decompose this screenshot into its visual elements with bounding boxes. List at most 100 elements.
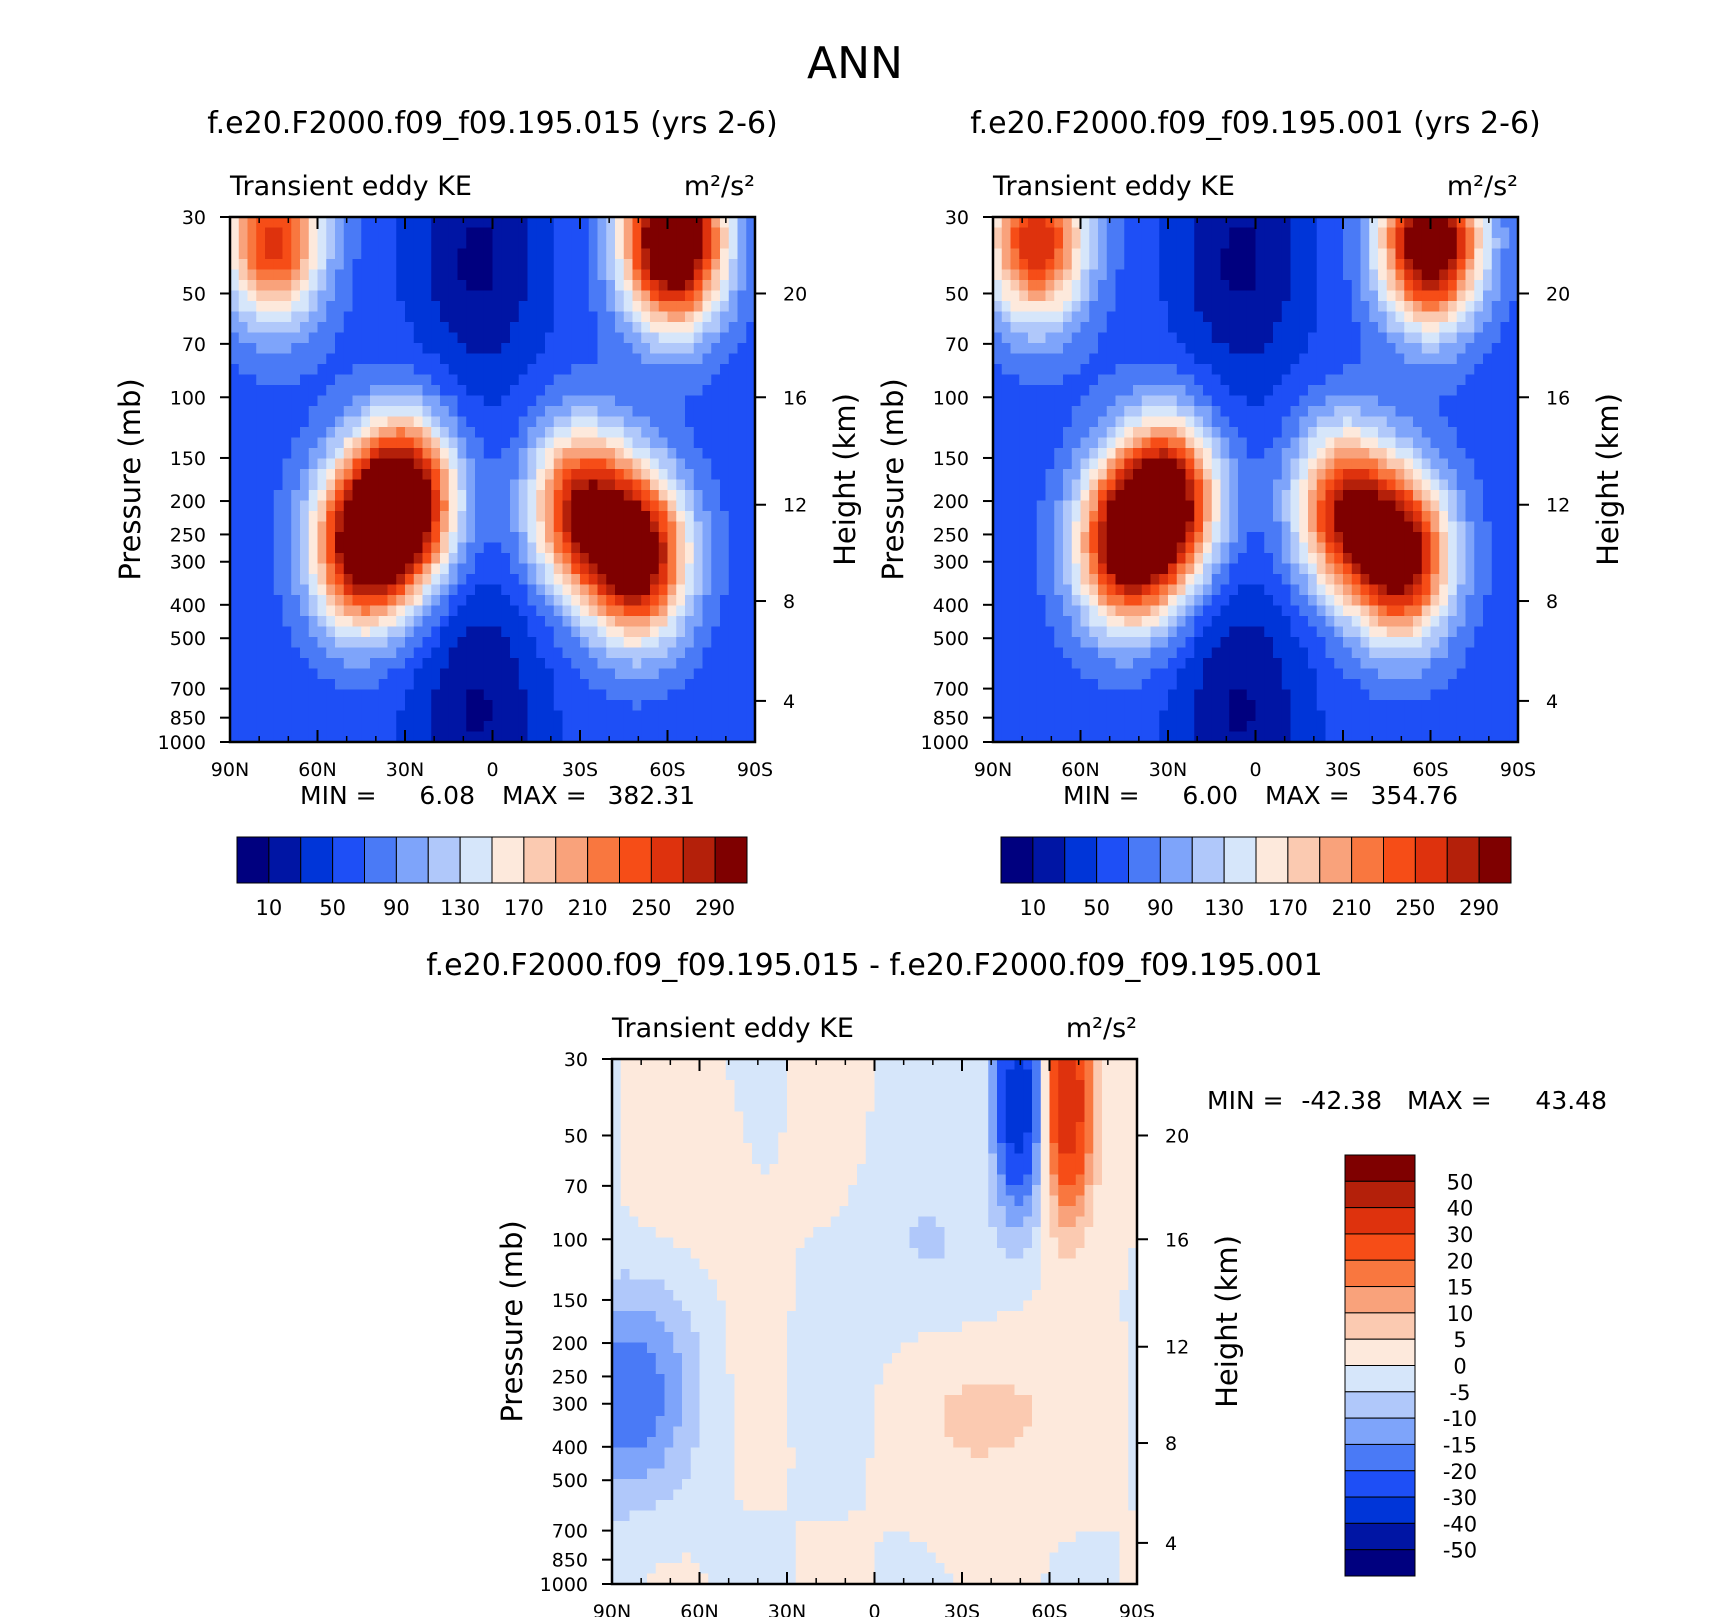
contour-cell: [1378, 269, 1388, 281]
contour-cell: [597, 710, 607, 722]
contour-cell: [545, 227, 555, 239]
contour-cell: [1150, 227, 1160, 239]
contour-cell: [448, 689, 459, 701]
contour-cell: [1238, 385, 1248, 397]
contour-cell: [650, 574, 660, 586]
contour-cell: [1080, 311, 1090, 323]
contour-cell: [527, 511, 537, 523]
contour-cell: [387, 416, 397, 428]
contour-cell: [352, 406, 362, 418]
contour-cell: [658, 290, 669, 302]
contour-cell: [1063, 490, 1073, 502]
contour-cell: [1124, 259, 1134, 271]
contour-cell: [615, 595, 625, 607]
contour-cell: [308, 595, 319, 607]
contour-cell: [1483, 511, 1493, 523]
contour-cell: [1150, 280, 1160, 292]
contour-cell: [1229, 227, 1239, 239]
contour-cell: [291, 437, 301, 449]
contour-cell: [361, 259, 371, 271]
contour-cell: [606, 227, 616, 239]
contour-cell: [667, 406, 677, 418]
contour-cell: [1185, 395, 1195, 407]
contour-cell: [597, 595, 607, 607]
contour-cell: [597, 427, 607, 439]
contour-cell: [693, 395, 704, 407]
contour-cell: [238, 374, 249, 386]
contour-cell: [405, 553, 415, 565]
contour-cell: [282, 553, 292, 565]
contour-cell: [256, 626, 266, 638]
contour-cell: [650, 332, 660, 344]
contour-cell: [1106, 521, 1117, 533]
contour-cell: [1491, 311, 1502, 323]
contour-cell: [693, 532, 704, 544]
contour-cell: [317, 584, 327, 596]
contour-cell: [308, 280, 319, 292]
contour-cell: [1360, 490, 1370, 502]
y2-tick-label: 20: [783, 283, 807, 305]
contour-cell: [1220, 490, 1230, 502]
contour-cell: [720, 710, 730, 722]
contour-cell: [650, 521, 660, 533]
contour-cell: [720, 364, 730, 376]
contour-cell: [405, 637, 415, 649]
contour-cell: [387, 679, 397, 691]
contour-cell: [1238, 217, 1248, 229]
contour-cell: [676, 584, 686, 596]
contour-cell: [597, 553, 607, 565]
contour-cell: [1089, 500, 1099, 512]
contour-cell: [1474, 248, 1484, 260]
contour-cell: [615, 700, 625, 712]
contour-cell: [1360, 269, 1370, 281]
contour-cell: [326, 395, 336, 407]
contour-cell: [658, 238, 669, 250]
contour-cell: [702, 710, 712, 722]
contour-cell: [448, 490, 459, 502]
contour-cell: [378, 521, 389, 533]
contour-cell: [571, 259, 581, 271]
contour-cell: [483, 364, 494, 376]
contour-cell: [658, 395, 669, 407]
contour-cell: [728, 616, 739, 628]
contour-cell: [562, 710, 572, 722]
contour-cell: [457, 710, 467, 722]
contour-cell: [1238, 248, 1248, 260]
contour-cell: [422, 584, 432, 596]
contour-cell: [1334, 259, 1344, 271]
contour-cell: [396, 322, 406, 334]
contour-cell: [1001, 416, 1012, 428]
contour-cell: [737, 511, 747, 523]
contour-cell: [1089, 290, 1099, 302]
contour-cell: [422, 406, 432, 418]
contour-cell: [1299, 227, 1309, 239]
contour-cell: [518, 479, 529, 491]
contour-cell: [510, 595, 520, 607]
contour-cell: [448, 343, 459, 355]
contour-cell: [256, 700, 266, 712]
contour-cell: [685, 700, 695, 712]
contour-cell: [1185, 364, 1195, 376]
contour-cell: [676, 721, 686, 733]
contour-cell: [571, 437, 581, 449]
contour-cell: [1001, 248, 1012, 260]
contour-cell: [728, 238, 739, 250]
contour-cell: [1255, 479, 1265, 491]
contour-cell: [606, 469, 616, 481]
contour-cell: [615, 458, 625, 470]
contour-cell: [1474, 301, 1484, 313]
contour-cell: [1089, 364, 1099, 376]
contour-cell: [247, 343, 257, 355]
contour-cell: [1028, 332, 1038, 344]
contour-cell: [746, 647, 756, 659]
contour-cell: [1483, 217, 1493, 229]
contour-cell: [1141, 385, 1152, 397]
contour-cell: [702, 542, 712, 554]
contour-cell: [553, 542, 564, 554]
contour-cell: [667, 269, 677, 281]
contour-cell: [1045, 227, 1055, 239]
min-label: MIN =: [300, 781, 377, 810]
contour-cell: [658, 689, 669, 701]
contour-cell: [501, 343, 511, 355]
contour-cell: [518, 500, 529, 512]
